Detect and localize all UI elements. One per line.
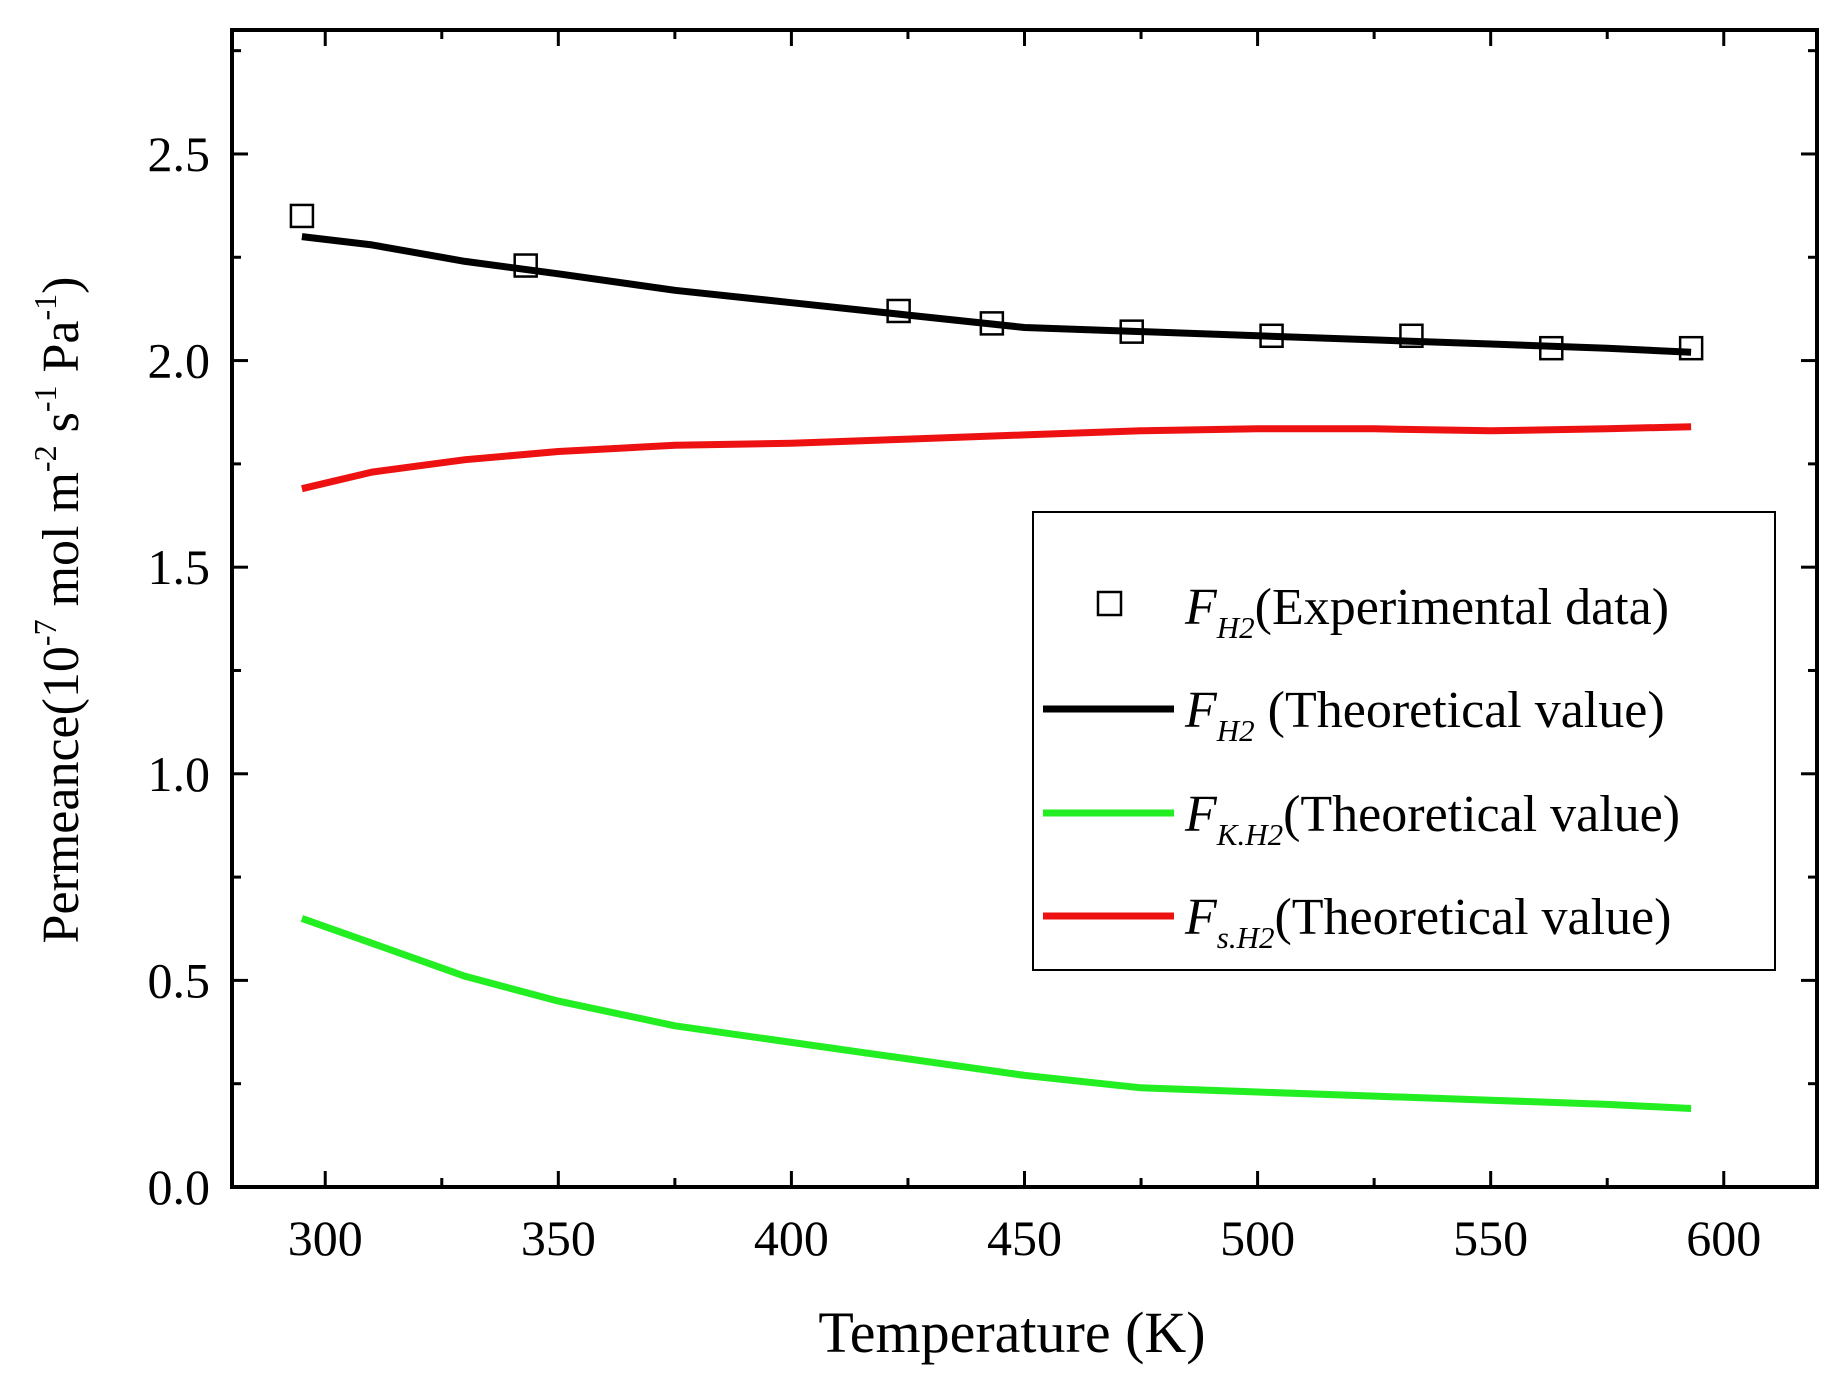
x-tick-label: 450 <box>987 1210 1062 1266</box>
data-point-experimental <box>886 298 911 324</box>
x-tick-label: 600 <box>1686 1210 1761 1266</box>
legend-knudsen-main: F <box>1184 786 1218 843</box>
x-axis-ticks <box>323 30 1726 1187</box>
legend-knudsen-text: (Theoretical value) <box>1283 786 1680 843</box>
x-tick-label: 550 <box>1453 1210 1528 1266</box>
y-tick-labels: 0.0 0.5 1.0 1.5 2.0 2.5 <box>148 126 211 1215</box>
x-tick-label: 400 <box>754 1210 829 1266</box>
x-tick-labels: 300 350 400 450 500 550 600 <box>288 1210 1762 1266</box>
legend-marker-experimental <box>1096 590 1123 617</box>
y-tick-label: 1.5 <box>148 539 211 595</box>
legend-surface-text: (Theoretical value) <box>1274 889 1671 946</box>
legend-label-experimental: FH2(Experimental data) <box>1184 579 1669 645</box>
x-tick-label: 350 <box>521 1210 596 1266</box>
legend-knudsen-sub: K.H2 <box>1216 817 1283 852</box>
y-tick-label: 0.5 <box>148 952 211 1008</box>
y-tick-label: 2.0 <box>148 333 211 389</box>
legend-experimental-main: F <box>1184 579 1218 636</box>
legend: FH2(Experimental data) FH2 (Theoretical … <box>1032 511 1776 971</box>
y-axis-title-mid3: Pa <box>33 321 90 386</box>
legend-theoretical-h2-text: (Theoretical value) <box>1255 682 1665 739</box>
legend-surface-sub: s.H2 <box>1217 920 1275 955</box>
series-layer <box>289 203 1704 1112</box>
y-tick-label: 1.0 <box>148 746 211 802</box>
legend-label-surface: Fs.H2(Theoretical value) <box>1184 889 1671 955</box>
legend-theoretical-h2-main: F <box>1184 682 1218 739</box>
data-point-experimental <box>1399 323 1424 349</box>
y-axis-title-exp1: -7 <box>27 619 63 646</box>
legend-label-knudsen: FK.H2(Theoretical value) <box>1184 786 1680 852</box>
legend-theoretical-h2-sub: H2 <box>1216 713 1255 748</box>
y-axis-title-exp3: -1 <box>27 386 63 413</box>
data-point-experimental <box>289 203 315 229</box>
y-tick-label: 0.0 <box>148 1159 211 1215</box>
data-point-experimental <box>1678 335 1704 361</box>
y-axis-title-suffix: ) <box>33 277 90 294</box>
y-tick-label: 2.5 <box>148 126 211 182</box>
y-axis-title: Permeance(10-7 mol m-2 s-1 Pa-1) <box>27 277 90 944</box>
series-line-knudsen <box>300 915 1692 1112</box>
data-point-experimental <box>1539 335 1564 361</box>
x-axis-title: Temperature (K) <box>818 1300 1205 1365</box>
series-line-surface <box>301 423 1692 493</box>
data-point-experimental <box>1259 323 1284 349</box>
x-tick-label: 300 <box>288 1210 363 1266</box>
legend-box <box>1032 511 1776 971</box>
y-axis-title-exp4: -1 <box>27 294 63 321</box>
data-point-experimental <box>513 253 538 278</box>
x-tick-label: 500 <box>1220 1210 1295 1266</box>
data-point-experimental <box>1119 319 1144 344</box>
y-axis-title-mid2: s <box>33 412 90 445</box>
legend-experimental-text: (Experimental data) <box>1255 579 1669 636</box>
plot-frame <box>230 28 1819 1189</box>
legend-experimental-sub: H2 <box>1216 610 1255 645</box>
y-axis-title-mid1: mol m <box>33 472 90 619</box>
y-axis-title-prefix: Permeance(10 <box>33 646 90 943</box>
legend-label-theoretical-h2: FH2 (Theoretical value) <box>1184 682 1665 748</box>
data-point-experimental <box>979 311 1005 336</box>
y-axis-title-exp2: -2 <box>27 445 63 472</box>
legend-surface-main: F <box>1184 889 1218 946</box>
series-line-theoretical-h2 <box>301 233 1692 356</box>
